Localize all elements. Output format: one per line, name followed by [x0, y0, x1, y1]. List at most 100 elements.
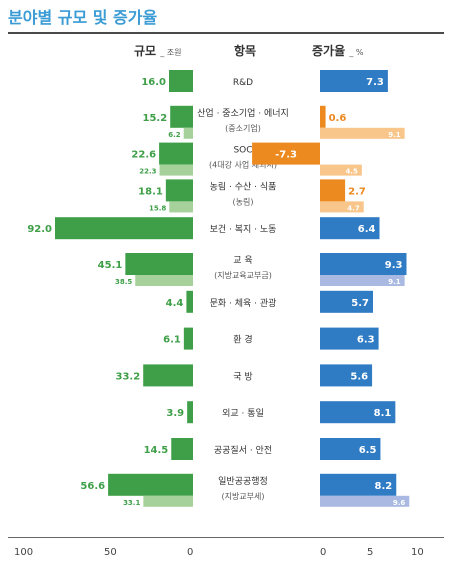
item-sub-label: (지방교부세)	[221, 491, 264, 501]
size-axis-tick: 0	[187, 547, 194, 558]
size-sub-bar	[135, 275, 193, 286]
item-label: 외교 · 통일	[222, 407, 264, 419]
page-title: 분야별 규모 및 증가율	[8, 8, 158, 27]
size-sub-bar	[183, 127, 193, 139]
growth-bar	[320, 364, 373, 387]
growth-bar	[320, 70, 388, 92]
growth-sub-bar	[320, 275, 405, 286]
item-label: 농림 · 수산 · 식품	[210, 180, 277, 192]
size-sub-value-label: 15.8	[149, 204, 166, 212]
size-bar	[159, 142, 193, 165]
growth-sub-value-label: 4.7	[347, 204, 360, 212]
growth-value-label: 2.7	[348, 186, 366, 197]
size-value-label: 15.2	[143, 113, 168, 124]
title-divider	[8, 32, 444, 34]
growth-value-label: 5.7	[351, 298, 369, 309]
item-sub-label: (4대강 사업 제외시)	[209, 160, 277, 170]
growth-sub-bar	[320, 201, 364, 213]
size-sub-bar	[159, 164, 193, 176]
growth-sub-value-label: 4.5	[345, 168, 358, 176]
growth-bar	[320, 179, 346, 202]
size-value-label: 45.1	[98, 260, 123, 271]
growth-bar	[252, 142, 320, 165]
item-label: 국 방	[233, 371, 252, 382]
item-sub-label: (농림)	[233, 196, 254, 206]
size-header: 규모 _ 조원	[134, 42, 182, 59]
growth-value-label: 8.2	[375, 481, 393, 492]
item-label: 환 경	[233, 334, 252, 346]
growth-bar	[320, 290, 374, 313]
growth-axis-tick: 0	[320, 547, 327, 558]
growth-value-label: 8.1	[374, 408, 392, 419]
growth-sub-bar	[320, 127, 405, 139]
growth-bar	[320, 438, 381, 460]
item-label: 보건 · 복지 · 노동	[210, 224, 277, 235]
size-value-label: 3.9	[166, 408, 184, 419]
size-sub-value-label: 38.5	[115, 278, 132, 286]
growth-axis-tick: 10	[411, 547, 424, 558]
size-value-label: 16.0	[141, 77, 166, 88]
growth-value-label: 6.5	[359, 445, 377, 456]
item-label: SOC	[233, 146, 252, 156]
growth-value-label: 5.6	[350, 371, 368, 382]
growth-bar	[320, 253, 407, 275]
growth-bar	[320, 473, 397, 496]
size-axis-tick: 100	[14, 547, 34, 558]
size-bar	[187, 401, 193, 424]
size-bar	[108, 473, 193, 496]
size-header-label: 규모	[134, 44, 157, 58]
size-value-label: 22.6	[131, 150, 156, 161]
size-bar	[171, 438, 193, 460]
item-sub-label: (지방교육교부금)	[214, 270, 272, 280]
size-bar	[165, 179, 193, 202]
size-value-label: 18.1	[138, 186, 163, 197]
growth-sub-value-label: 9.1	[388, 278, 401, 286]
item-label: 산업 · 중소기업 · 에너지	[197, 108, 289, 119]
size-sub-value-label: 22.3	[139, 168, 156, 176]
growth-sub-bar	[320, 495, 410, 507]
size-bar	[55, 217, 193, 240]
item-sub-label: (중소기업)	[225, 124, 261, 133]
size-bar	[125, 253, 193, 275]
growth-axis-tick: 5	[367, 547, 374, 558]
size-sub-value-label: 33.1	[123, 499, 140, 507]
size-bar	[169, 70, 193, 92]
growth-value-label: -7.3	[275, 150, 297, 161]
size-value-label: 33.2	[116, 371, 141, 382]
size-value-label: 4.4	[166, 298, 184, 309]
size-bar	[186, 290, 193, 313]
growth-sub-value-label: 9.6	[393, 499, 406, 507]
growth-header-unit: _ %	[349, 48, 364, 57]
item-label: R&D	[233, 78, 253, 88]
size-value-label: 14.5	[144, 445, 169, 456]
item-header: 항목	[234, 44, 257, 58]
item-label: 일반공공행정	[218, 475, 268, 487]
item-label: 공공질서 · 안전	[214, 444, 272, 456]
growth-value-label: 6.4	[358, 224, 376, 235]
growth-bar	[320, 217, 380, 240]
growth-value-label: 9.3	[385, 260, 403, 271]
growth-bar	[320, 401, 396, 424]
size-header-unit: _ 조원	[160, 48, 182, 57]
size-sub-bar	[143, 495, 193, 507]
size-axis-tick: 50	[104, 547, 117, 558]
size-value-label: 56.6	[80, 481, 105, 492]
size-bar	[170, 105, 193, 128]
growth-value-label: 0.6	[329, 113, 347, 124]
growth-header: 증가율 _ %	[312, 42, 363, 59]
size-sub-bar	[169, 201, 193, 213]
size-value-label: 92.0	[27, 224, 52, 235]
growth-value-label: 7.3	[366, 77, 384, 88]
growth-header-label: 증가율	[312, 44, 346, 58]
axis-line	[8, 537, 444, 538]
size-bar	[143, 364, 193, 387]
size-value-label: 6.1	[163, 335, 181, 346]
item-label: 교 육	[233, 255, 252, 266]
growth-value-label: 6.3	[357, 335, 375, 346]
item-label: 문화 · 체육 · 관광	[210, 297, 277, 309]
growth-sub-bar	[320, 164, 362, 176]
growth-sub-value-label: 9.1	[388, 131, 401, 139]
size-sub-value-label: 6.2	[168, 131, 181, 139]
size-bar	[183, 327, 193, 350]
